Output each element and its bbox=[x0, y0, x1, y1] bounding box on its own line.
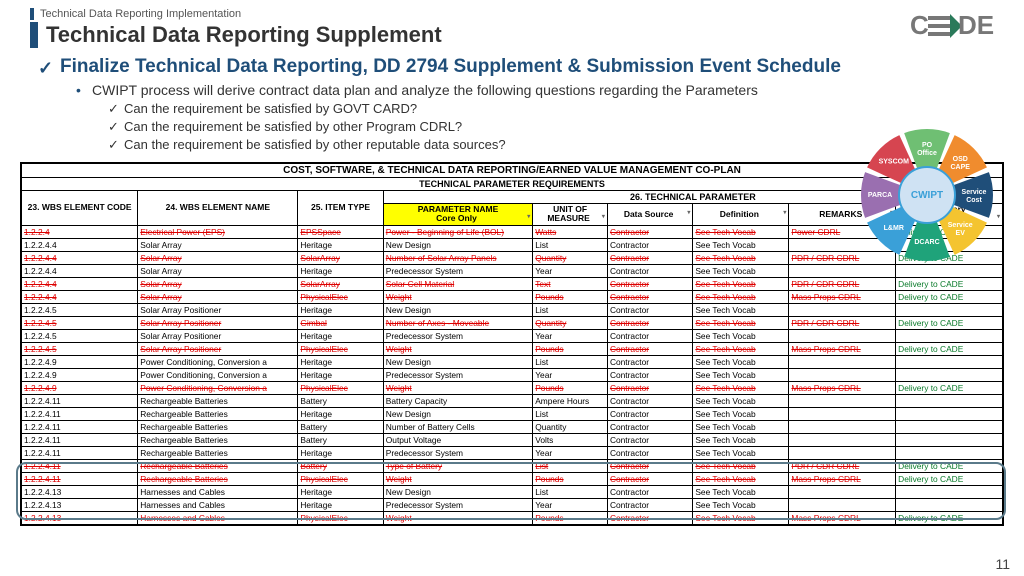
bullet-main: CWIPT process will derive contract data … bbox=[0, 82, 1024, 98]
section-heading: ✓ Finalize Technical Data Reporting, DD … bbox=[0, 52, 1024, 80]
table-row: 1.2.2.4.5Solar Array PositionerPhysicalE… bbox=[22, 342, 1003, 355]
table-row: 1.2.2.4.9Power Conditioning, Conversion … bbox=[22, 381, 1003, 394]
svg-text:L&MR: L&MR bbox=[884, 225, 904, 232]
cade-logo: C DE bbox=[896, 8, 1006, 47]
page-title: Technical Data Reporting Supplement bbox=[30, 22, 994, 48]
table-row: 1.2.2.4.11Rechargeable BatteriesHeritage… bbox=[22, 407, 1003, 420]
page-number: 11 bbox=[995, 556, 1010, 572]
svg-text:OSDCAPE: OSDCAPE bbox=[951, 156, 971, 171]
svg-text:C: C bbox=[910, 10, 929, 40]
table-row: 1.2.2.4.5Solar Array PositionerHeritageP… bbox=[22, 329, 1003, 342]
table-row: 1.2.2.4.9Power Conditioning, Conversion … bbox=[22, 355, 1003, 368]
svg-text:DE: DE bbox=[958, 10, 994, 40]
table-row: 1.2.2.4.13Harnesses and CablesHeritageNe… bbox=[22, 485, 1003, 498]
table-row: 1.2.2.4.11Rechargeable BatteriesBatteryO… bbox=[22, 433, 1003, 446]
cwipt-wheel: POOfficeOSDCAPEServiceCostServiceEVDCARC… bbox=[852, 120, 1002, 275]
table-row: 1.2.2.4.9Power Conditioning, Conversion … bbox=[22, 368, 1003, 381]
table-row: 1.2.2.4.11Rechargeable BatteriesBatteryB… bbox=[22, 394, 1003, 407]
table-row: 1.2.2.4.11Rechargeable BatteriesBatteryN… bbox=[22, 420, 1003, 433]
table-row: 1.2.2.4.4Solar ArraySolarArraySolar Cell… bbox=[22, 277, 1003, 290]
table-row: 1.2.2.4.5Solar Array PositionerHeritageN… bbox=[22, 303, 1003, 316]
check-icon: ✓ bbox=[38, 58, 53, 79]
breadcrumb: Technical Data Reporting Implementation bbox=[30, 8, 994, 20]
table-row: 1.2.2.4.4Solar ArrayPhysicalElecWeightPo… bbox=[22, 290, 1003, 303]
table-row: 1.2.2.4.11Rechargeable BatteriesBatteryT… bbox=[22, 459, 1003, 472]
sub-bullet: Can the requirement be satisfied by GOVT… bbox=[0, 101, 1024, 116]
svg-text:CWIPT: CWIPT bbox=[911, 190, 943, 201]
table-row: 1.2.2.4.11Rechargeable BatteriesPhysical… bbox=[22, 472, 1003, 485]
table-row: 1.2.2.4.5Solar Array PositionerGimbalNum… bbox=[22, 316, 1003, 329]
svg-text:SYSCOM: SYSCOM bbox=[879, 159, 910, 166]
table-row: 1.2.2.4.11Rechargeable BatteriesHeritage… bbox=[22, 446, 1003, 459]
table-row: 1.2.2.4.13Harnesses and CablesHeritagePr… bbox=[22, 498, 1003, 511]
table-row: 1.2.2.4.13Harnesses and CablesPhysicalEl… bbox=[22, 511, 1003, 524]
svg-text:DCARC: DCARC bbox=[914, 239, 939, 246]
svg-text:PARCA: PARCA bbox=[868, 192, 892, 199]
